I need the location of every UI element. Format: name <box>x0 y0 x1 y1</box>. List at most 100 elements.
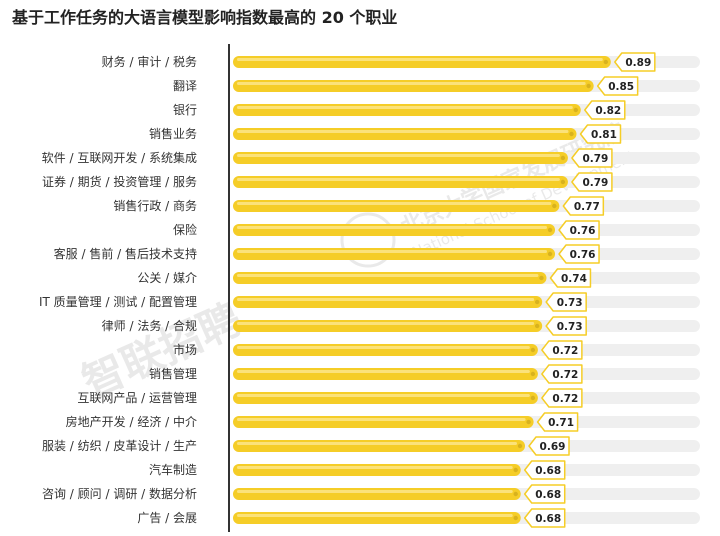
value-label: 0.76 <box>570 249 596 261</box>
value-label: 0.72 <box>552 393 578 405</box>
bar-end-dot <box>552 203 557 209</box>
bar <box>233 104 581 116</box>
value-label: 0.71 <box>548 417 574 429</box>
bar-highlight <box>237 274 539 277</box>
bar <box>233 320 543 332</box>
value-label: 0.68 <box>535 489 561 501</box>
bar-end-dot <box>530 395 536 401</box>
value-label-box <box>549 268 592 288</box>
bar-end-dot <box>534 299 540 305</box>
value-label: 0.74 <box>561 273 587 285</box>
bar <box>233 80 594 92</box>
bar <box>233 344 538 356</box>
category-label: 咨询 / 顾问 / 调研 / 数据分析 <box>42 486 197 501</box>
value-label-box <box>571 148 613 168</box>
category-label: 保险 <box>173 222 197 237</box>
bar-end-dot <box>513 467 518 473</box>
bar-highlight <box>237 58 603 61</box>
value-label: 0.68 <box>535 465 561 477</box>
bar-highlight <box>237 130 569 133</box>
bar-highlight <box>237 442 518 445</box>
bar <box>233 488 521 500</box>
value-label: 0.73 <box>557 321 583 333</box>
bar <box>233 176 568 188</box>
bar-end-dot <box>534 323 540 329</box>
value-label-box <box>545 292 587 312</box>
value-label: 0.73 <box>557 297 583 309</box>
bar <box>233 416 534 428</box>
value-label-box <box>523 508 566 528</box>
value-label-box <box>528 436 570 456</box>
bar <box>233 56 611 68</box>
bar-highlight <box>237 82 586 85</box>
bar-end-dot <box>560 179 566 185</box>
bar-highlight <box>237 250 548 253</box>
value-label: 0.85 <box>608 81 634 93</box>
category-label: 律师 / 法务 / 合规 <box>102 318 197 333</box>
value-label: 0.76 <box>570 225 596 237</box>
chart-title: 基于工作任务的大语言模型影响指数最高的 20 个职业 <box>12 8 398 27</box>
category-label: 公关 / 媒介 <box>137 271 197 285</box>
bar <box>233 296 543 308</box>
bar-highlight <box>237 154 560 157</box>
bar <box>233 224 556 236</box>
category-label: 市场 <box>173 342 197 357</box>
bar-highlight <box>237 202 552 205</box>
bar-end-dot <box>547 251 553 257</box>
bar-end-dot <box>530 347 536 353</box>
category-label: 广告 / 会展 <box>137 511 197 525</box>
value-label: 0.82 <box>595 105 621 117</box>
value-label-box <box>541 364 583 384</box>
value-label-box <box>614 52 656 72</box>
bar-end-dot <box>526 419 531 425</box>
value-label: 0.79 <box>582 153 608 165</box>
bar-end-dot <box>530 371 536 377</box>
bar <box>233 248 556 260</box>
value-label: 0.72 <box>552 345 578 357</box>
bar <box>233 440 526 452</box>
bar-end-dot <box>547 227 553 233</box>
bar-highlight <box>237 106 573 109</box>
bar-end-dot <box>513 515 518 521</box>
bar <box>233 272 547 284</box>
category-label: 销售行政 / 商务 <box>113 198 197 213</box>
bar <box>233 128 577 140</box>
bar-highlight <box>237 418 526 421</box>
bar-end-dot <box>539 275 544 281</box>
bar <box>233 512 521 524</box>
category-label: 翻译 <box>173 79 197 93</box>
category-label: 销售管理 <box>149 366 197 381</box>
value-label: 0.77 <box>574 201 600 213</box>
bar-end-dot <box>586 83 591 89</box>
bar-end-dot <box>603 59 609 65</box>
category-label: 软件 / 互联网开发 / 系统集成 <box>42 150 197 165</box>
bar <box>233 368 538 380</box>
value-label: 0.72 <box>552 369 578 381</box>
value-label-box <box>596 76 639 96</box>
value-label: 0.69 <box>540 441 566 453</box>
bar-end-dot <box>573 107 578 113</box>
value-label: 0.81 <box>591 129 617 141</box>
value-label-box <box>545 316 587 336</box>
value-label: 0.68 <box>535 513 561 525</box>
value-label-box <box>536 412 579 432</box>
bar-end-dot <box>560 155 566 161</box>
bar-highlight <box>237 394 530 397</box>
value-label-box <box>558 244 600 264</box>
category-label: 财务 / 审计 / 税务 <box>102 54 197 69</box>
category-label: 汽车制造 <box>149 462 197 477</box>
bar-end-dot <box>513 491 518 497</box>
bar <box>233 200 560 212</box>
bar-highlight <box>237 466 513 469</box>
bar-highlight <box>237 490 513 493</box>
value-label: 0.79 <box>582 177 608 189</box>
watermark-seal-icon <box>340 212 396 268</box>
bar-highlight <box>237 226 548 229</box>
category-label: 互联网产品 / 运营管理 <box>77 390 197 405</box>
bar-highlight <box>237 346 530 349</box>
category-label: 证券 / 期货 / 投资管理 / 服务 <box>42 174 197 189</box>
bar-highlight <box>237 178 560 181</box>
category-label: 服装 / 纺织 / 皮革设计 / 生产 <box>42 439 197 453</box>
value-label-box <box>579 124 622 144</box>
